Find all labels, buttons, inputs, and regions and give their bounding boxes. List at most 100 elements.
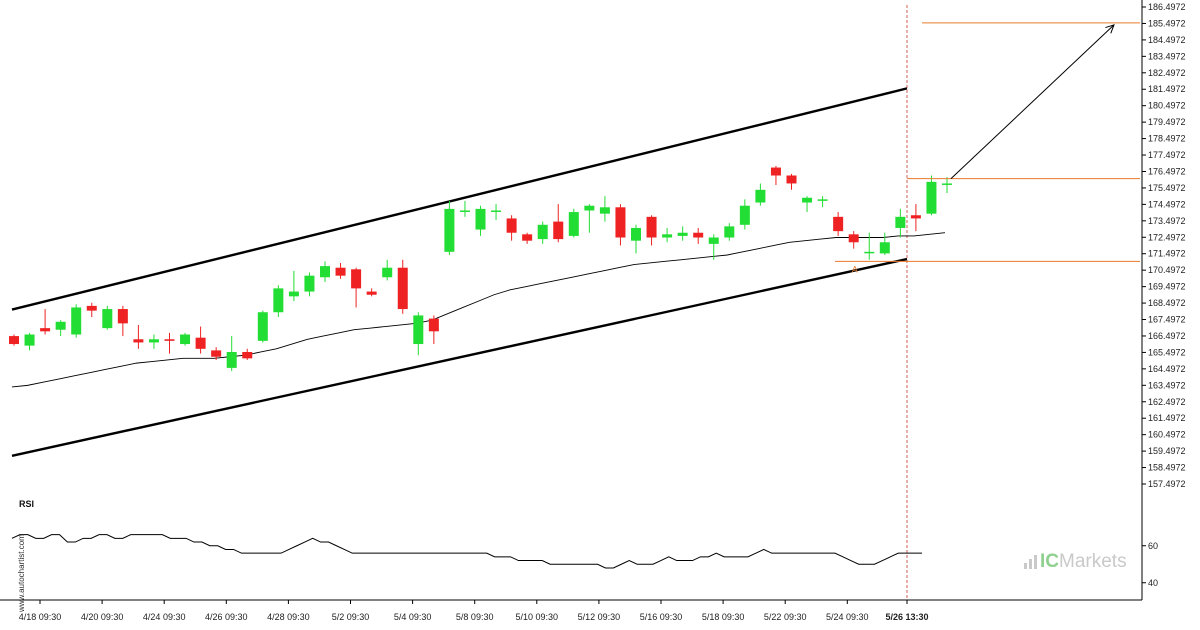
candle-body [195, 337, 206, 349]
price-tick-label: 183.4972 [1148, 51, 1186, 61]
trend-channel [11, 87, 908, 457]
candle-body [288, 291, 299, 297]
candle-body [693, 232, 704, 238]
candle-body [568, 212, 579, 236]
candle-body [677, 232, 688, 236]
price-tick-label: 168.4972 [1148, 298, 1186, 308]
candle-body [117, 309, 128, 324]
price-tick-label: 162.4972 [1148, 397, 1186, 407]
price-tick-label: 185.4972 [1148, 18, 1186, 28]
candle-body [537, 224, 548, 240]
price-tick-label: 159.4972 [1148, 446, 1186, 456]
candle-body [459, 210, 470, 212]
candle-body [631, 227, 641, 241]
brand-logo: IC Markets [1024, 551, 1127, 573]
candle-body [708, 237, 719, 244]
rsi-title: RSI [19, 499, 35, 509]
brand-prefix: IC [1040, 551, 1059, 572]
moving-average-line [11, 232, 946, 388]
channel-upper-line [11, 87, 908, 311]
time-tick-label: 4/26 09:30 [205, 612, 248, 622]
candle-body [895, 216, 906, 228]
candle-body [148, 339, 159, 343]
candle-body [926, 181, 937, 214]
candle-body [724, 226, 735, 238]
candle-body [133, 339, 144, 343]
candle-body [351, 269, 362, 289]
candle-body [910, 215, 921, 219]
candle-body [257, 312, 268, 341]
candle-body [786, 175, 797, 184]
candle-body [40, 328, 51, 332]
candle-body [226, 351, 237, 368]
time-tick-label: 5/12 09:30 [578, 612, 621, 622]
candles [9, 165, 952, 372]
rsi-line [11, 534, 922, 569]
candle-body [770, 167, 781, 176]
candle-body [428, 318, 439, 332]
price-tick-label: 163.4972 [1148, 380, 1186, 390]
candle-body [755, 189, 766, 203]
candle-body [553, 221, 564, 240]
candle-body [242, 351, 253, 359]
candle-body [9, 336, 19, 345]
candle-body [382, 267, 393, 278]
candle-body [164, 339, 175, 341]
brand-bars-icon [1024, 555, 1037, 569]
watermark-url: www.autochartist.com [17, 534, 26, 612]
price-tick-label: 158.4972 [1148, 463, 1186, 473]
candle-body [55, 321, 66, 330]
price-tick-label: 180.4972 [1148, 101, 1186, 111]
candle-body [24, 334, 35, 346]
candle-body [71, 307, 82, 335]
time-tick-label: 4/24 09:30 [143, 612, 186, 622]
price-tick-label: 167.4972 [1148, 315, 1186, 325]
price-tick-label: 170.4972 [1148, 265, 1186, 275]
candle-body [506, 218, 517, 233]
projection-arrow-line [950, 24, 1115, 180]
channel-lower-line [11, 257, 908, 457]
candle-body [833, 216, 844, 232]
price-tick-label: 164.4972 [1148, 364, 1186, 374]
candle-body [879, 242, 890, 254]
price-tick-label: 160.4972 [1148, 430, 1186, 440]
time-tick-label: 5/24 09:30 [826, 612, 869, 622]
candle-body [491, 210, 502, 212]
price-axis: 186.4972 185.4972 184.4972 183.4972 182.4972… [1142, 2, 1186, 489]
candle-body [864, 251, 875, 254]
price-tick-label: 173.4972 [1148, 216, 1186, 226]
price-tick-label: 182.4972 [1148, 68, 1186, 78]
rsi-panel [11, 534, 922, 569]
time-tick-label: 4/20 09:30 [81, 612, 124, 622]
price-tick-label: 166.4972 [1148, 331, 1186, 341]
candle-body [802, 197, 813, 203]
candle-body [646, 216, 657, 238]
projection-arrow-head [1105, 24, 1115, 34]
price-tick-label: 172.4972 [1148, 232, 1186, 242]
axis-lines [0, 0, 1143, 601]
candle-body [739, 205, 750, 225]
candle-body [180, 334, 191, 345]
price-tick-label: 186.4972 [1148, 2, 1186, 12]
time-tick-label: 5/8 09:30 [456, 612, 494, 622]
candle-body [942, 183, 952, 185]
levels: A [835, 22, 1140, 274]
time-tick-label: 5/22 09:30 [764, 612, 807, 622]
time-tick-label: 5/10 09:30 [516, 612, 559, 622]
price-tick-label: 171.4972 [1148, 249, 1186, 259]
brand-suffix: Markets [1059, 551, 1127, 572]
rsi-axis: 60 40 [1142, 541, 1158, 588]
candle-body [273, 288, 284, 313]
price-tick-label: 165.4972 [1148, 347, 1186, 357]
price-tick-label: 184.4972 [1148, 35, 1186, 45]
price-tick-label: 179.4972 [1148, 117, 1186, 127]
time-tick-label: 5/2 09:30 [332, 612, 370, 622]
candle-body [817, 199, 828, 201]
time-tick-label: 5/16 09:30 [640, 612, 683, 622]
price-tick-label: 174.4972 [1148, 199, 1186, 209]
rsi-tick-label: 60 [1148, 541, 1158, 551]
price-tick-label: 157.4972 [1148, 479, 1186, 489]
candle-body [86, 305, 97, 311]
candle-body [413, 315, 424, 345]
